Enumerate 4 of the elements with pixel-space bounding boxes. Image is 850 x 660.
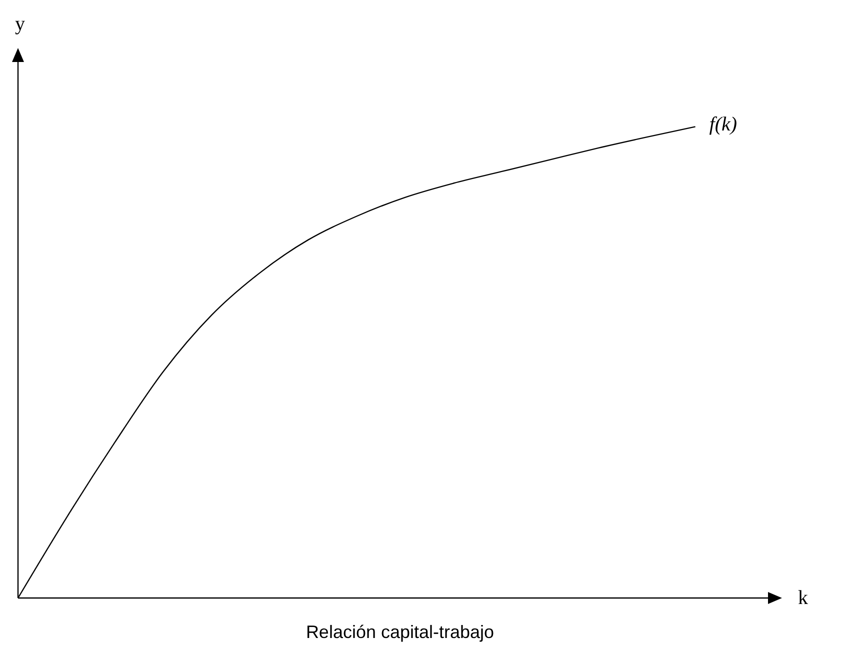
series-label: f(k) xyxy=(709,114,738,136)
y-axis-title: y xyxy=(15,13,25,35)
text: k xyxy=(798,587,808,609)
x-axis-title: Relación capital-trabajo xyxy=(306,622,494,642)
